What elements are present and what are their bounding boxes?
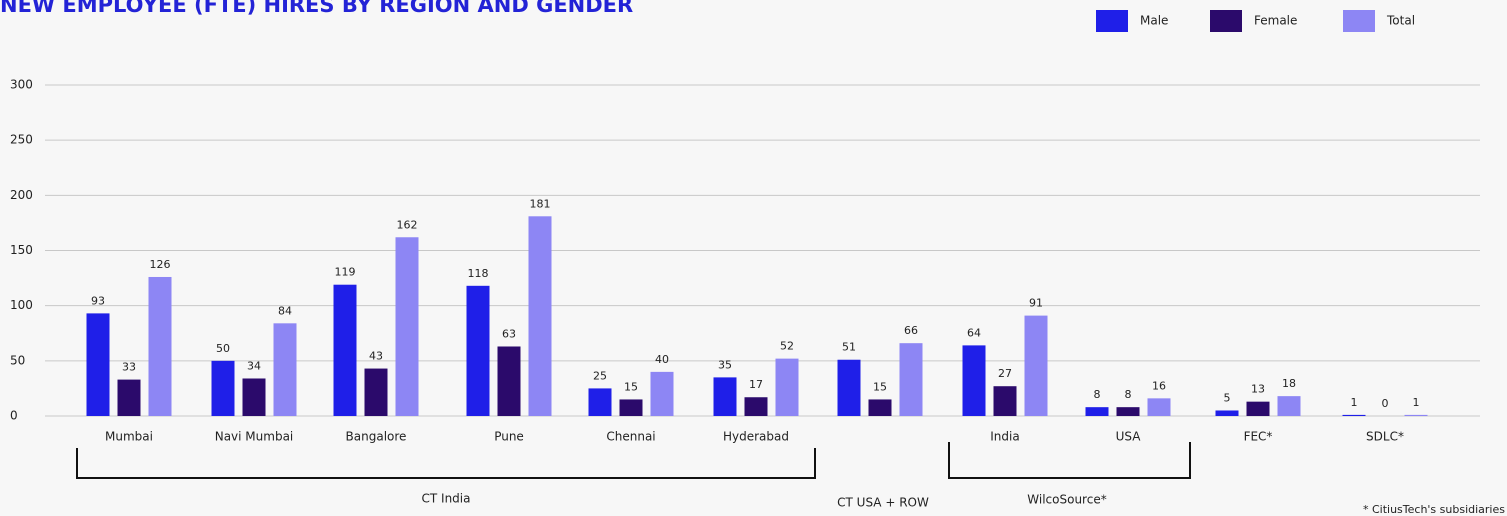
data-label: 27 (998, 367, 1012, 380)
bar (1342, 414, 1366, 416)
bar (1116, 407, 1140, 416)
legend-label: Total (1386, 14, 1415, 28)
bar (273, 323, 297, 416)
y-tick-label: 250 (10, 133, 33, 147)
bar (1404, 414, 1428, 416)
data-label: 1 (1413, 396, 1420, 409)
data-label: 50 (216, 342, 230, 355)
data-label: 84 (278, 304, 292, 317)
group-label: WilcoSource* (1027, 493, 1106, 507)
bar (713, 377, 737, 416)
y-tick-label: 150 (10, 243, 33, 257)
bar (775, 358, 799, 416)
y-tick-label: 0 (10, 409, 18, 423)
x-tick-label: Bangalore (346, 430, 407, 444)
data-label: 162 (397, 218, 418, 231)
data-label: 8 (1125, 388, 1132, 401)
legend-swatch (1096, 10, 1128, 32)
bar (993, 386, 1017, 416)
bar (962, 345, 986, 416)
data-label: 52 (780, 340, 794, 353)
bar (650, 371, 674, 416)
x-tick-label: Navi Mumbai (215, 430, 294, 444)
bar (242, 378, 266, 416)
y-tick-label: 300 (10, 78, 33, 92)
chart-title: NEW EMPLOYEE (FTE) HIRES BY REGION AND G… (0, 0, 633, 17)
bar (1277, 396, 1301, 416)
data-label: 33 (122, 361, 136, 374)
data-label: 51 (842, 341, 856, 354)
data-label: 118 (468, 267, 489, 280)
bar (868, 399, 892, 416)
bar (466, 285, 490, 416)
bar (619, 399, 643, 416)
y-tick-label: 200 (10, 188, 33, 202)
data-label: 8 (1094, 388, 1101, 401)
data-label: 35 (718, 358, 732, 371)
bar (1246, 401, 1270, 416)
x-tick-label: Pune (494, 430, 524, 444)
x-tick-label: USA (1116, 430, 1142, 444)
legend-label: Female (1254, 14, 1297, 28)
bar (1024, 315, 1048, 416)
data-label: 17 (749, 378, 763, 391)
data-label: 181 (530, 197, 551, 210)
bar (899, 343, 923, 416)
bar (364, 368, 388, 416)
data-label: 15 (873, 380, 887, 393)
data-label: 64 (967, 326, 981, 339)
bar (148, 276, 172, 416)
legend-swatch (1343, 10, 1375, 32)
group-label: CT India (422, 492, 471, 506)
x-tick-label: FEC* (1244, 430, 1273, 444)
data-label: 119 (335, 266, 356, 279)
bar (497, 346, 521, 416)
y-tick-label: 50 (10, 353, 25, 367)
x-tick-label: Chennai (606, 430, 655, 444)
data-label: 40 (655, 353, 669, 366)
bar (86, 313, 110, 416)
data-label: 18 (1282, 377, 1296, 390)
footnote: * CitiusTech's subsidiaries (1363, 503, 1505, 516)
bar (1147, 398, 1171, 416)
group-bracket (948, 442, 1191, 479)
data-label: 66 (904, 324, 918, 337)
bar (395, 237, 419, 416)
data-label: 91 (1029, 297, 1043, 310)
data-label: 16 (1152, 379, 1166, 392)
bar (837, 359, 861, 416)
legend-label: Male (1140, 14, 1168, 28)
group-bracket (76, 448, 816, 479)
group-label: CT USA + ROW (837, 496, 929, 510)
bar (117, 379, 141, 416)
x-tick-label: India (990, 430, 1019, 444)
bar (1215, 410, 1239, 416)
legend-swatch (1210, 10, 1242, 32)
data-label: 15 (624, 380, 638, 393)
bar (744, 397, 768, 416)
data-label: 1 (1351, 396, 1358, 409)
data-label: 25 (593, 369, 607, 382)
x-tick-label: Mumbai (105, 430, 153, 444)
bar (211, 360, 235, 416)
bar (1085, 407, 1109, 416)
bar (333, 284, 357, 416)
x-tick-label: Hyderabad (723, 430, 789, 444)
data-label: 5 (1224, 391, 1231, 404)
bar (528, 216, 552, 416)
data-label: 34 (247, 359, 261, 372)
data-label: 0 (1382, 397, 1389, 410)
data-label: 93 (91, 294, 105, 307)
y-tick-label: 100 (10, 298, 33, 312)
data-label: 43 (369, 350, 383, 363)
data-label: 13 (1251, 383, 1265, 396)
x-tick-label: SDLC* (1366, 430, 1404, 444)
data-label: 63 (502, 327, 516, 340)
bar (588, 388, 612, 416)
data-label: 126 (150, 258, 171, 271)
